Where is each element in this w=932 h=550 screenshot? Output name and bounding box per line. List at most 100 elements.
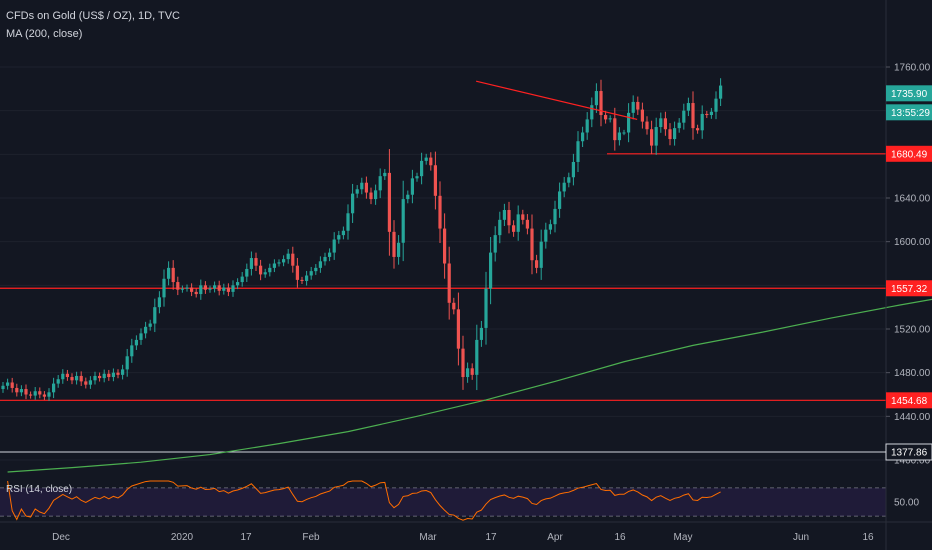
candle <box>107 369 111 381</box>
candle <box>585 112 589 140</box>
candle <box>314 264 318 275</box>
candle <box>364 176 368 199</box>
candle-body <box>709 111 713 116</box>
price-label-box <box>886 392 932 409</box>
candle <box>300 276 304 284</box>
candle <box>617 127 621 146</box>
candle <box>636 96 640 115</box>
candle-body <box>116 372 120 375</box>
candle-body <box>226 287 230 292</box>
candle-body <box>24 389 28 395</box>
candle <box>493 226 497 262</box>
candle-body <box>544 229 548 242</box>
candle <box>318 256 322 273</box>
candle-body <box>484 288 488 328</box>
candle <box>295 257 299 288</box>
candle <box>263 268 267 278</box>
horizontal-levels[interactable] <box>0 153 886 401</box>
candle-body <box>636 101 640 110</box>
price-label-text: 1454.68 <box>891 396 928 407</box>
candle-body <box>571 161 575 178</box>
candle-body <box>240 276 244 283</box>
candle-body <box>305 275 309 281</box>
candle <box>24 384 28 400</box>
candle <box>461 335 465 390</box>
candle-body <box>608 118 612 120</box>
candle-body <box>341 230 345 236</box>
candle-body <box>553 208 557 225</box>
candle <box>38 387 42 399</box>
candle <box>226 283 230 297</box>
candle <box>351 183 355 223</box>
candle <box>590 97 594 128</box>
candle-body <box>374 190 378 200</box>
candle-body <box>594 91 598 106</box>
candle <box>305 270 309 286</box>
candle <box>650 120 654 155</box>
candle-body <box>29 394 33 396</box>
candle <box>539 229 543 280</box>
candles[interactable] <box>1 78 723 401</box>
candle-body <box>47 392 51 397</box>
candle-body <box>479 327 483 340</box>
candle-body <box>130 345 134 357</box>
candle-body <box>507 210 511 226</box>
candle-body <box>38 391 42 395</box>
candle <box>369 187 373 205</box>
time-axis[interactable]: Dec 2020 17 Feb Mar 17 Apr 16 May Jun 16 <box>52 532 874 543</box>
candle-body <box>291 253 295 266</box>
candle <box>410 169 414 204</box>
price-label-text: 1680.49 <box>891 149 928 160</box>
candle-body <box>714 98 718 112</box>
price-axis[interactable]: 1760.001720.001680.001640.001600.001560.… <box>885 0 931 550</box>
candle <box>47 388 51 401</box>
candle <box>387 149 391 256</box>
candle-body <box>424 157 428 161</box>
candle <box>249 251 253 276</box>
candle-body <box>461 348 465 378</box>
candle-body <box>613 118 617 141</box>
candle-body <box>323 256 327 262</box>
y-tick-label: 1440.00 <box>894 412 931 423</box>
candle <box>116 369 120 379</box>
candle <box>466 362 470 383</box>
candle-body <box>576 141 580 162</box>
candle-body <box>617 132 621 141</box>
candle-body <box>318 261 322 268</box>
candle-body <box>604 115 608 120</box>
candle <box>328 248 332 262</box>
candle <box>479 320 483 347</box>
candle <box>415 172 419 182</box>
candle <box>673 121 677 146</box>
candle-body <box>199 285 203 295</box>
candle-body <box>498 219 502 236</box>
candle-body <box>61 373 65 380</box>
candle <box>102 369 106 383</box>
candle-body <box>369 192 373 200</box>
candle-body <box>259 265 263 275</box>
trendline[interactable] <box>476 80 638 120</box>
candle <box>245 263 249 282</box>
rsi-band <box>0 488 886 516</box>
candle-body <box>640 109 644 122</box>
candle-body <box>627 112 631 133</box>
candle <box>562 176 566 198</box>
candle <box>176 276 180 296</box>
candle-body <box>659 118 663 128</box>
candle-body <box>585 119 589 133</box>
candle <box>544 222 548 249</box>
price-label-text: 1377.86 <box>891 448 928 459</box>
candle <box>516 205 520 241</box>
candle-body <box>433 165 437 196</box>
candle-body <box>539 241 543 268</box>
candle <box>470 363 474 380</box>
candle-body <box>282 259 286 263</box>
candle-body <box>654 127 658 146</box>
grid <box>0 66 932 523</box>
candle-body <box>705 113 709 116</box>
price-label-box <box>886 280 932 297</box>
candle-body <box>337 235 341 240</box>
candle-body <box>567 177 571 183</box>
candle-body <box>719 85 723 99</box>
